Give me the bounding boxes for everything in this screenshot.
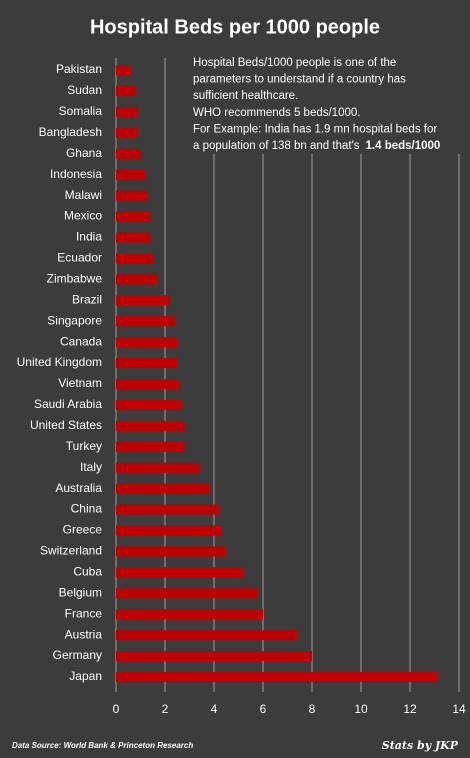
x-tick-label: 2: [162, 702, 169, 716]
y-tick-label: Turkey: [66, 439, 102, 453]
y-tick-label: Belgium: [59, 585, 102, 599]
bar: [116, 169, 146, 180]
y-tick-label: Japan: [69, 669, 102, 683]
y-tick-label: Greece: [63, 523, 103, 537]
x-tick-label: 12: [403, 702, 417, 716]
bar: [116, 651, 312, 662]
annotation-panel: [190, 50, 462, 154]
bar: [116, 316, 175, 327]
source: Data Source: World Bank & Princeton Rese…: [12, 741, 193, 750]
y-tick-label: Bangladesh: [39, 125, 102, 139]
bar: [116, 148, 141, 159]
y-tick-label: France: [65, 606, 103, 620]
bar: [116, 337, 178, 348]
y-tick-label: Cuba: [73, 565, 102, 579]
y-tick-label: Singapore: [47, 313, 102, 327]
annotation-line: a population of 138 bn and that's: [193, 140, 360, 152]
bar: [116, 65, 131, 75]
x-tick-label: 0: [113, 702, 120, 716]
bar: [116, 567, 244, 578]
bar: [116, 378, 180, 389]
y-tick-label: Ecuador: [57, 251, 102, 265]
y-tick-label: Italy: [80, 460, 102, 474]
bar: [116, 253, 153, 264]
x-tick-label: 8: [309, 702, 316, 716]
y-tick-label: Saudi Arabia: [34, 397, 102, 411]
y-tick-label: Austria: [65, 627, 103, 641]
y-tick-label: Australia: [55, 481, 102, 495]
y-tick-label: Indonesia: [50, 167, 102, 181]
annotation-line: parameters to understand if a country ha…: [193, 74, 406, 86]
bar: [116, 525, 222, 536]
bar: [116, 420, 185, 431]
y-tick-label: Germany: [53, 648, 102, 662]
chart-title: Hospital Beds per 1000 people: [90, 16, 380, 38]
signature: Stats by JKP: [382, 739, 459, 752]
y-tick-label: Brazil: [72, 292, 102, 306]
bar: [116, 630, 298, 641]
bar: [116, 295, 170, 306]
y-tick-label: Malawi: [65, 188, 102, 202]
bar: [116, 462, 200, 473]
y-tick-label: Canada: [60, 334, 102, 348]
bar: [116, 358, 178, 369]
y-tick-label: United States: [30, 418, 102, 432]
bar: [116, 672, 437, 682]
x-tick-label: 4: [211, 702, 218, 716]
bar: [116, 483, 210, 494]
y-tick-label: Somalia: [59, 104, 103, 118]
bar: [116, 588, 259, 599]
bar: [116, 546, 227, 557]
annotation-line: Hospital Beds/1000 people is one of the: [193, 57, 396, 69]
y-tick-label: Vietnam: [58, 376, 102, 390]
x-tick-label: 14: [452, 702, 466, 716]
x-tick-label: 6: [260, 702, 267, 716]
y-tick-label: Zimbabwe: [47, 271, 103, 285]
bar: [116, 106, 139, 117]
y-tick-label: United Kingdom: [17, 355, 102, 369]
x-tick-label: 10: [354, 702, 368, 716]
annotation-line: sufficient healthcare.: [193, 90, 298, 102]
y-tick-label: Switzerland: [40, 544, 102, 558]
bar: [116, 232, 151, 243]
y-tick-label: India: [76, 230, 102, 244]
annotation-highlight: 1.4 beds/1000: [366, 140, 441, 152]
annotation-line: WHO recommends 5 beds/1000.: [193, 107, 360, 119]
bar: [116, 85, 136, 96]
bar: [116, 399, 183, 410]
bar: [116, 211, 151, 222]
y-tick-label: Sudan: [67, 83, 102, 97]
bar: [116, 441, 185, 452]
bar: [116, 609, 263, 620]
y-tick-label: Pakistan: [56, 62, 102, 76]
annotation-line: For Example: India has 1.9 mn hospital b…: [193, 123, 437, 135]
y-tick-label: Mexico: [64, 209, 102, 223]
bar: [116, 190, 148, 201]
bar: [116, 274, 158, 285]
y-tick-label: China: [71, 502, 103, 516]
y-tick-label: Ghana: [66, 146, 102, 160]
bar: [116, 504, 219, 515]
bar: [116, 127, 139, 138]
